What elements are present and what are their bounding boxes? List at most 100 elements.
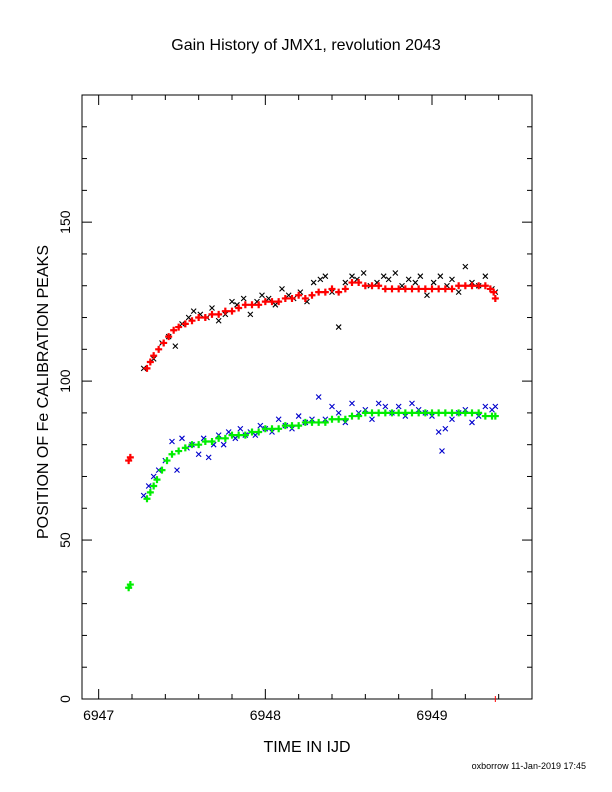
series-3-point bbox=[248, 428, 256, 436]
series-2-point bbox=[225, 429, 232, 435]
series-0-point bbox=[455, 289, 462, 295]
series-0-point bbox=[437, 273, 444, 280]
series-3-point bbox=[163, 457, 171, 465]
series-0-point bbox=[349, 273, 355, 280]
series-1-point bbox=[468, 282, 476, 290]
y-tick-label: 150 bbox=[57, 210, 73, 234]
series-1-point bbox=[195, 314, 203, 322]
x-axis-label: TIME IN IJD bbox=[263, 739, 351, 756]
series-2-point bbox=[395, 403, 402, 410]
series-2-point bbox=[257, 422, 264, 429]
series-2-point bbox=[174, 467, 180, 474]
series-0-point bbox=[317, 276, 324, 283]
series-3-point bbox=[335, 415, 343, 423]
series-1-point bbox=[146, 358, 154, 366]
series-1-point bbox=[160, 339, 168, 347]
axis-ticks: 6947 6948 6949 0 50 100 150 bbox=[57, 95, 533, 723]
series-2-point bbox=[140, 492, 147, 499]
series-3-point bbox=[361, 409, 369, 417]
series-1-point bbox=[361, 282, 369, 290]
series-3-point bbox=[168, 450, 176, 458]
series-2-point bbox=[252, 432, 259, 439]
series-1-point bbox=[348, 279, 356, 287]
series-1-point bbox=[381, 285, 389, 293]
series-3-point bbox=[126, 581, 134, 589]
series-0-point bbox=[385, 276, 392, 283]
series-1-point bbox=[181, 320, 189, 328]
series-3-point bbox=[441, 409, 449, 417]
series-3-point bbox=[461, 409, 469, 417]
series-0-point bbox=[247, 311, 254, 318]
series-2-point bbox=[275, 416, 282, 423]
series-0-point bbox=[322, 273, 329, 280]
series-1-point bbox=[441, 285, 449, 293]
series-2-point bbox=[145, 483, 152, 489]
series-0-point bbox=[240, 295, 247, 302]
series-3-point bbox=[401, 409, 409, 417]
series-0-point bbox=[380, 273, 387, 280]
series-0-point bbox=[405, 276, 412, 283]
series-1-point bbox=[295, 291, 303, 299]
series-1-point bbox=[455, 282, 463, 290]
series-1-point bbox=[490, 288, 498, 296]
y-tick-label: 0 bbox=[57, 695, 73, 703]
series-3-point bbox=[228, 431, 236, 439]
series-2-point bbox=[335, 410, 342, 416]
series-0-point bbox=[430, 279, 437, 286]
series-2-point bbox=[329, 403, 335, 410]
series-3-point bbox=[435, 409, 443, 417]
series-3-point bbox=[368, 409, 376, 417]
series-1-point bbox=[368, 282, 376, 290]
series-1-point bbox=[175, 323, 183, 331]
series-1-point bbox=[188, 317, 196, 325]
footer-stamp: oxborrow 11-Jan-2019 17:45 bbox=[471, 761, 586, 771]
series-2-point bbox=[439, 448, 445, 454]
series-2-point bbox=[409, 400, 415, 407]
series-3-point bbox=[468, 409, 476, 417]
y-tick-label: 100 bbox=[57, 369, 73, 393]
x-tick-label: 6949 bbox=[416, 707, 447, 723]
series-1-point bbox=[228, 307, 236, 315]
series-0-point bbox=[392, 270, 399, 276]
series-1-point bbox=[335, 288, 343, 296]
series-0-point bbox=[424, 292, 430, 299]
series-3-point bbox=[341, 415, 349, 423]
series-2-point bbox=[220, 441, 227, 448]
series-3-point bbox=[491, 412, 499, 420]
series-2-point bbox=[449, 416, 455, 423]
series-0-point bbox=[462, 263, 469, 270]
series-1-point bbox=[375, 282, 383, 290]
series-3-point bbox=[281, 422, 289, 430]
series-1-point bbox=[261, 298, 269, 306]
series-2-point bbox=[492, 403, 499, 410]
series-0-point bbox=[412, 279, 419, 286]
series-1-point bbox=[461, 282, 469, 290]
series-1-point bbox=[150, 352, 158, 360]
series-3-point bbox=[421, 409, 429, 417]
series-2-point bbox=[295, 413, 302, 419]
data-marks bbox=[125, 263, 499, 702]
series-0-point bbox=[272, 301, 279, 308]
series-3-point bbox=[288, 422, 296, 430]
series-0-point bbox=[190, 308, 197, 315]
series-3-point bbox=[146, 488, 154, 496]
series-1-point bbox=[201, 314, 209, 322]
series-1-point bbox=[301, 294, 309, 302]
plot-frame bbox=[81, 94, 533, 700]
series-1-point bbox=[208, 310, 216, 318]
series-0-point bbox=[259, 292, 265, 299]
series-3-point bbox=[328, 415, 336, 423]
series-2-point bbox=[205, 454, 212, 461]
series-3-point bbox=[448, 409, 456, 417]
series-1-point bbox=[328, 285, 336, 293]
x-tick-label: 6948 bbox=[250, 707, 281, 723]
series-0-point bbox=[265, 295, 272, 302]
series-0-point bbox=[449, 276, 455, 283]
series-3-point bbox=[235, 431, 243, 439]
series-1-point bbox=[235, 304, 243, 312]
series-1-point bbox=[308, 291, 316, 299]
series-3-point bbox=[153, 476, 161, 484]
series-3-point bbox=[415, 409, 423, 417]
series-1-point bbox=[170, 326, 178, 334]
series-1-point bbox=[241, 301, 249, 309]
